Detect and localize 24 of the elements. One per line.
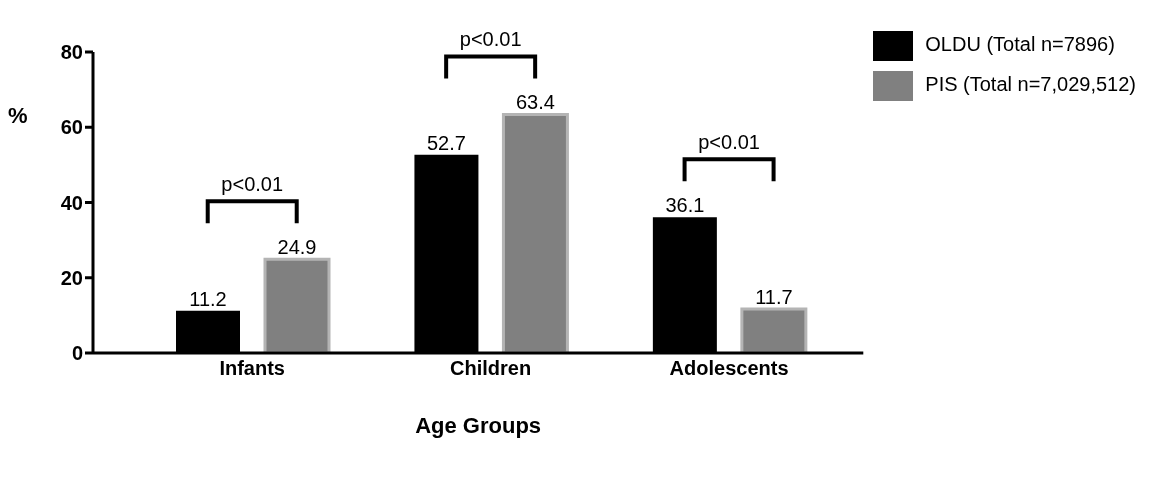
x-tick-label: Adolescents	[669, 357, 789, 380]
data-label: 52.7	[426, 131, 466, 154]
bar	[740, 307, 808, 353]
x-tick-label: Children	[450, 357, 532, 380]
y-tick-label: 40	[60, 191, 83, 214]
data-label: 63.4	[515, 91, 555, 114]
bar	[263, 257, 331, 353]
bar	[501, 112, 569, 353]
legend-label: OLDU (Total n=7896)	[925, 33, 1115, 56]
y-tick-label: 60	[60, 116, 83, 139]
x-axis-title: Age Groups	[415, 413, 542, 438]
data-label: 24.9	[277, 236, 317, 259]
data-label: 36.1	[665, 194, 705, 217]
x-tick-label: Infants	[219, 357, 285, 380]
data-label: 11.2	[189, 287, 227, 310]
y-tick-label: 80	[60, 41, 83, 64]
y-axis-title: %	[8, 102, 28, 128]
y-tick-label: 0	[71, 342, 83, 365]
y-tick-label: 20	[60, 266, 83, 289]
data-label: 11.7	[755, 285, 793, 308]
legend-label: PIS (Total n=7,029,512)	[925, 73, 1136, 96]
annotation: p<0.01	[698, 131, 760, 154]
text: p<0.01	[459, 28, 522, 51]
annotation: p<0.01	[221, 173, 284, 196]
